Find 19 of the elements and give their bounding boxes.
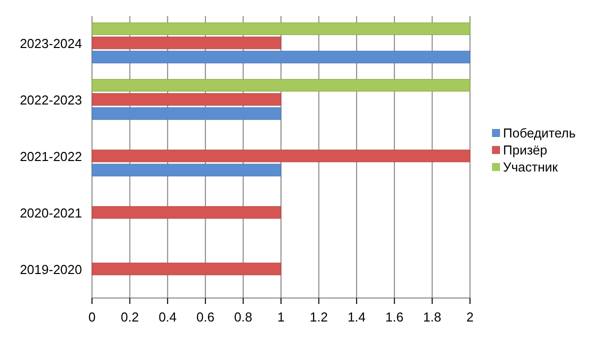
y-tick-label: 2022-2023: [20, 92, 82, 108]
x-tick-label: 2: [466, 309, 474, 324]
y-tick-label: 2019-2020: [20, 262, 82, 278]
legend-label: Участник: [503, 160, 558, 175]
y-tick-label: 2023-2024: [20, 36, 82, 52]
legend-label: Призёр: [503, 142, 548, 158]
legend-label: Победитель: [503, 126, 576, 141]
x-tick-label: 1.8: [423, 309, 442, 324]
y-tick-label: 2021-2022: [20, 149, 82, 164]
x-tick-label: 0.8: [234, 309, 252, 324]
y-tick-label: 2020-2021: [20, 206, 82, 221]
x-tick-label: 0.4: [158, 309, 177, 324]
x-tick-label: 1: [277, 309, 285, 324]
x-tick-label: 0: [88, 309, 96, 324]
x-tick-label: 1.6: [385, 309, 404, 324]
x-tick-label: 1.2: [310, 309, 328, 324]
x-tick-label: 0.2: [120, 309, 139, 324]
x-tick-label: 0.6: [196, 309, 214, 324]
x-tick-label: 1.4: [348, 309, 366, 324]
